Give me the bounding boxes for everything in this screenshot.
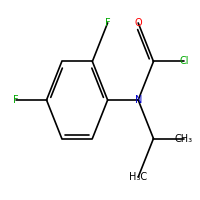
Text: N: N	[135, 95, 142, 105]
Text: H₃C: H₃C	[129, 172, 147, 182]
Text: Cl: Cl	[179, 56, 189, 66]
Text: F: F	[13, 95, 19, 105]
Text: F: F	[105, 18, 110, 28]
Text: O: O	[134, 18, 142, 28]
Text: CH₃: CH₃	[175, 134, 193, 144]
